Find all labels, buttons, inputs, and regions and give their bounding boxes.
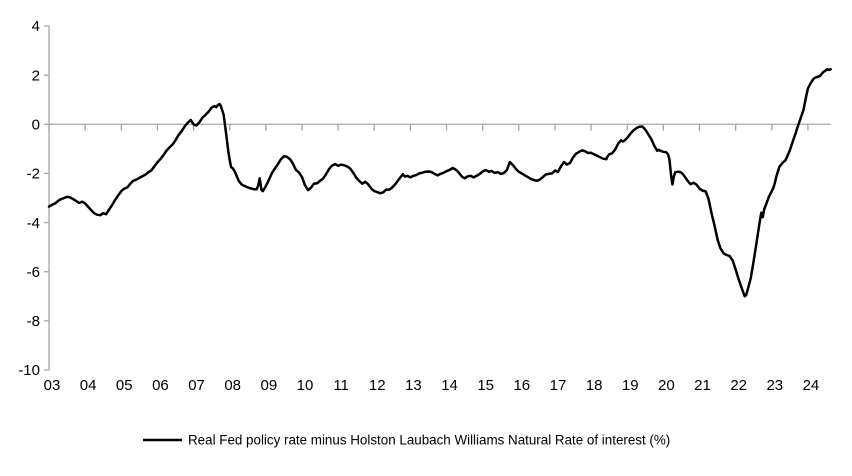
x-tick-label: 09 xyxy=(260,377,277,394)
y-tick-label: -2 xyxy=(27,166,40,183)
y-tick-label: -8 xyxy=(27,313,40,330)
legend: Real Fed policy rate minus Holston Lauba… xyxy=(143,433,670,448)
x-tick-label: 03 xyxy=(44,377,61,394)
x-tick-label: 24 xyxy=(803,377,820,394)
y-tick-label: 2 xyxy=(32,67,40,84)
y-tick-label: 0 xyxy=(32,116,40,133)
y-tick-label: 4 xyxy=(32,18,40,35)
x-tick-label: 18 xyxy=(586,377,603,394)
x-tick-label: 15 xyxy=(477,377,494,394)
x-tick-label: 06 xyxy=(152,377,169,394)
x-tick-label: 19 xyxy=(622,377,639,394)
x-axis: 03 04 05 06 07 08 09 10 11 12 13 14 15 16 17 18 19 20 21 22… xyxy=(44,123,831,394)
x-tick-label: 20 xyxy=(658,377,675,394)
y-tick-label: -10 xyxy=(18,362,40,379)
y-axis: 4 2 0 -2 -4 -6 -8 -10 xyxy=(18,18,50,379)
y-tick-label: -6 xyxy=(27,264,40,281)
x-tick-label: 08 xyxy=(224,377,241,394)
x-tick-label: 07 xyxy=(188,377,205,394)
x-tick-label: 22 xyxy=(730,377,747,394)
x-tick-label: 04 xyxy=(80,377,97,394)
x-tick-label: 10 xyxy=(297,377,314,394)
x-tick-label: 13 xyxy=(405,377,422,394)
legend-label: Real Fed policy rate minus Holston Lauba… xyxy=(188,433,670,448)
x-tick-label: 21 xyxy=(694,377,711,394)
x-tick-label: 12 xyxy=(369,377,386,394)
x-tick-label: 05 xyxy=(116,377,133,394)
x-tick-label: 11 xyxy=(333,377,349,394)
x-tick-label: 14 xyxy=(441,377,458,394)
x-tick-label: 23 xyxy=(766,377,783,394)
y-tick-label: -4 xyxy=(27,215,40,232)
series-line xyxy=(47,67,832,298)
x-tick-label: 16 xyxy=(513,377,530,394)
x-tick-label: 17 xyxy=(550,377,567,394)
